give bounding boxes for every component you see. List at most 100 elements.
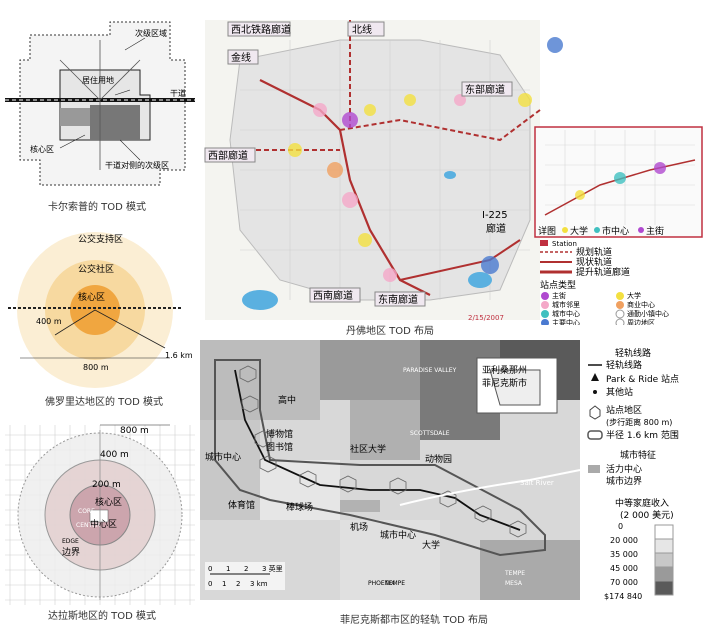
florida-community-label: 公交社区 <box>78 263 114 275</box>
dallas-core-label: 核心区 <box>95 496 122 508</box>
phoenix-ballpark-label: 棒球场 <box>286 501 313 513</box>
dallas-caption: 达拉斯地区的 TOD 模式 <box>48 611 157 622</box>
phoenix-scottsdale-label: SCOTTSDALE <box>410 430 450 437</box>
phoenix-phoenix-en-label: PHOENIX <box>368 580 395 587</box>
phoenix-mesa-label: MESA <box>505 580 523 587</box>
phoenix-income-5: $174 840 <box>604 592 642 601</box>
phoenix-income-1: 20 000 <box>610 536 638 545</box>
calthorpe-diagram: 次级区域 居住用地 干道 核心区 干道对侧的次级区 <box>5 21 195 186</box>
dallas-200-label: 200 m <box>92 480 121 490</box>
denver-type-city: 城市中心 <box>552 309 580 318</box>
phoenix-legend-walk: (步行距离 800 m) <box>606 417 672 427</box>
denver-planned-label: 规划轨道 <box>576 246 612 258</box>
dallas-800-label: 800 m <box>120 426 149 436</box>
denver-upgrade-label: 提升轨道廊道 <box>576 266 630 278</box>
denver-east-label: 东部廊道 <box>465 83 505 96</box>
phoenix-legend-parkride: Park & Ride 站点 <box>606 373 679 385</box>
phoenix-museum-label: 博物馆 <box>266 428 293 440</box>
phoenix-legend-feature: 城市特征 <box>620 449 656 461</box>
florida-caption: 佛罗里达地区的 TOD 模式 <box>45 397 164 408</box>
phoenix-legend-radius: 半径 1.6 km 范围 <box>606 429 679 441</box>
phoenix-scale-mi-3: 3 英里 <box>262 564 283 573</box>
florida-1600-label: 1.6 km <box>165 351 193 360</box>
phoenix-income-4: 70 000 <box>610 578 638 587</box>
denver-southeast-label: 东南廊道 <box>378 293 418 306</box>
denver-map: 西北铁路廊道 北线 金线 东部廊道 西部廊道 西南廊道 东南廊道 I-225 廊… <box>204 20 703 328</box>
phoenix-panel: 亚利桑那州 菲尼克斯市 PARADISE VALLEY 高中 博物馆 图书馆 城… <box>200 340 707 630</box>
florida-core-label: 核心区 <box>78 291 105 303</box>
denver-northwest-label: 西北铁路廊道 <box>231 23 291 36</box>
denver-type-commercial: 商业中心 <box>627 300 655 309</box>
phoenix-income-unit: (2 000 美元) <box>620 509 674 521</box>
dallas-panel: 800 m 400 m 200 m 核心区 CORE CENTER 中心区 ED… <box>0 415 200 630</box>
calthorpe-arterial-label: 干道 <box>170 88 186 98</box>
phoenix-legend-station-area: 站点地区 <box>606 404 642 416</box>
dallas-edge-en: EDGE <box>62 538 79 545</box>
denver-detail-label: 详图 <box>538 225 556 237</box>
denver-detail-main: 主街 <box>646 225 664 237</box>
phoenix-scale-km-0: 0 <box>208 580 212 588</box>
denver-type-main: 主街 <box>552 291 566 300</box>
phoenix-scale-mi-2: 2 <box>244 565 248 573</box>
dallas-center-en: CENTER <box>76 522 100 529</box>
dallas-edge-label: 边界 <box>62 547 80 558</box>
phoenix-scale-mi-0: 0 <box>208 565 212 573</box>
dallas-400-label: 400 m <box>100 450 129 460</box>
denver-station-en: Station <box>552 240 577 248</box>
phoenix-income-title: 中等家庭收入 <box>615 497 669 509</box>
dallas-core-en: CORE <box>78 508 95 515</box>
denver-detail-city: 市中心 <box>602 225 629 237</box>
denver-type-town: 通勤小镇中心 <box>627 309 669 318</box>
phoenix-legend-title: 轻轨线路 <box>615 347 651 359</box>
denver-type-univ: 大学 <box>627 291 641 300</box>
calthorpe-opposite-label: 干道对侧的次级区 <box>105 160 169 170</box>
phoenix-scale-km-2: 2 <box>236 580 240 588</box>
calthorpe-core-label: 核心区 <box>30 144 54 154</box>
phoenix-college-label: 社区大学 <box>350 443 386 455</box>
phoenix-downtown-label: 城市中心 <box>205 451 241 463</box>
phoenix-downtown2-label: 城市中心 <box>380 529 416 541</box>
florida-panel: 公交支持区 公交社区 核心区 400 m 800 m 1.6 km 佛罗里达地区… <box>0 228 200 418</box>
florida-800-label: 800 m <box>83 363 109 372</box>
phoenix-legend-other: 其他站 <box>606 386 633 398</box>
phoenix-map: 亚利桑那州 菲尼克斯市 PARADISE VALLEY 高中 博物馆 图书馆 城… <box>200 340 707 605</box>
denver-west-label: 西部廊道 <box>208 149 248 162</box>
denver-type-neighborhood: 周边地区 <box>627 318 655 325</box>
dallas-diagram: 800 m 400 m 200 m 核心区 CORE CENTER 中心区 ED… <box>5 424 195 605</box>
phoenix-income-2: 35 000 <box>610 550 638 559</box>
phoenix-zoo-label: 动物园 <box>425 453 452 465</box>
phoenix-airport-label: 机场 <box>350 521 368 533</box>
denver-gold-label: 金线 <box>231 51 251 64</box>
phoenix-tempe-label: TEMPE <box>384 580 405 587</box>
phoenix-scale-mi-1: 1 <box>226 565 230 573</box>
phoenix-arizona-label: 亚利桑那州 <box>482 364 527 376</box>
phoenix-scale-km-3: 3 km <box>250 580 268 588</box>
denver-type-major: 主要中心 <box>552 318 580 325</box>
denver-i225-label: I-225 <box>482 210 508 221</box>
phoenix-legend-line: 轻轨线路 <box>606 359 642 371</box>
denver-detail-univ: 大学 <box>570 225 588 237</box>
phoenix-income-0: 0 <box>618 522 623 531</box>
phoenix-income-3: 45 000 <box>610 564 638 573</box>
phoenix-tempe2-label: TEMPE <box>504 570 525 577</box>
denver-panel: 西北铁路廊道 北线 金线 东部廊道 西部廊道 西南廊道 东南廊道 I-225 廊… <box>200 0 707 340</box>
phoenix-river-label: Salt River <box>520 479 554 487</box>
calthorpe-panel: 次级区域 居住用地 干道 核心区 干道对侧的次级区 卡尔索普的 TOD 模式 <box>0 0 200 215</box>
phoenix-scale-km-1: 1 <box>222 580 226 588</box>
denver-i225-corridor-label: 廊道 <box>486 222 506 235</box>
calthorpe-residential-label: 居住用地 <box>82 75 114 85</box>
denver-date: 2/15/2007 <box>468 314 504 322</box>
phoenix-legend-boundary: 城市边界 <box>606 475 642 487</box>
phoenix-legend-activity: 活力中心 <box>606 463 642 475</box>
phoenix-caption: 菲尼克斯都市区的轻轨 TOD 布局 <box>340 615 489 626</box>
phoenix-paradise-label: PARADISE VALLEY <box>403 367 457 374</box>
phoenix-university-label: 大学 <box>422 539 440 551</box>
denver-caption: 丹佛地区 TOD 布局 <box>346 326 435 337</box>
phoenix-city-label: 菲尼克斯市 <box>482 377 527 389</box>
denver-types-title: 站点类型 <box>540 279 576 291</box>
florida-diagram: 公交支持区 公交社区 核心区 400 m 800 m 1.6 km <box>8 232 193 388</box>
florida-support-label: 公交支持区 <box>78 233 123 245</box>
calthorpe-secondary-label: 次级区域 <box>135 28 167 38</box>
denver-north-label: 北线 <box>352 23 372 36</box>
phoenix-stadium-label: 体育馆 <box>228 499 255 511</box>
